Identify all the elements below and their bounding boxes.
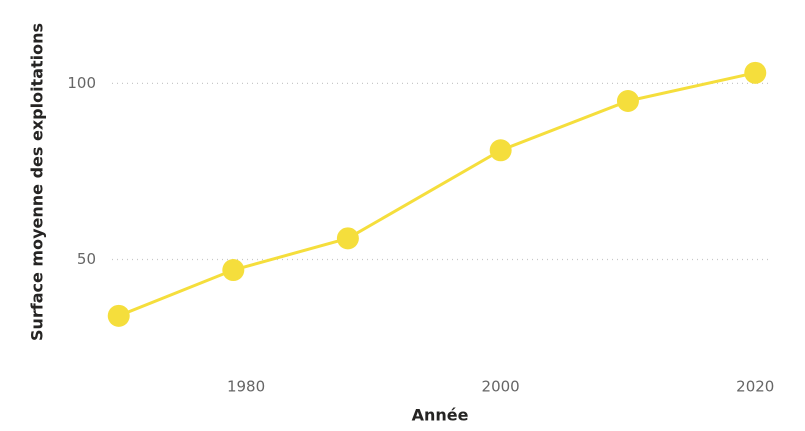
y-axis-title: Surface moyenne des exploitations [28, 23, 47, 341]
line [118, 71, 756, 318]
x-tick-label: 1980 [227, 378, 265, 396]
marker [107, 304, 130, 327]
marker [744, 61, 767, 84]
marker [489, 139, 512, 162]
marker [616, 90, 639, 112]
y-tick-label: 100 [67, 74, 96, 92]
y-tick-label: 50 [77, 250, 96, 268]
marker [222, 259, 245, 282]
x-axis-title: Année [412, 406, 469, 425]
x-tick-label: 2020 [736, 378, 774, 396]
x-tick-label: 2000 [482, 378, 520, 396]
marker [336, 227, 359, 250]
